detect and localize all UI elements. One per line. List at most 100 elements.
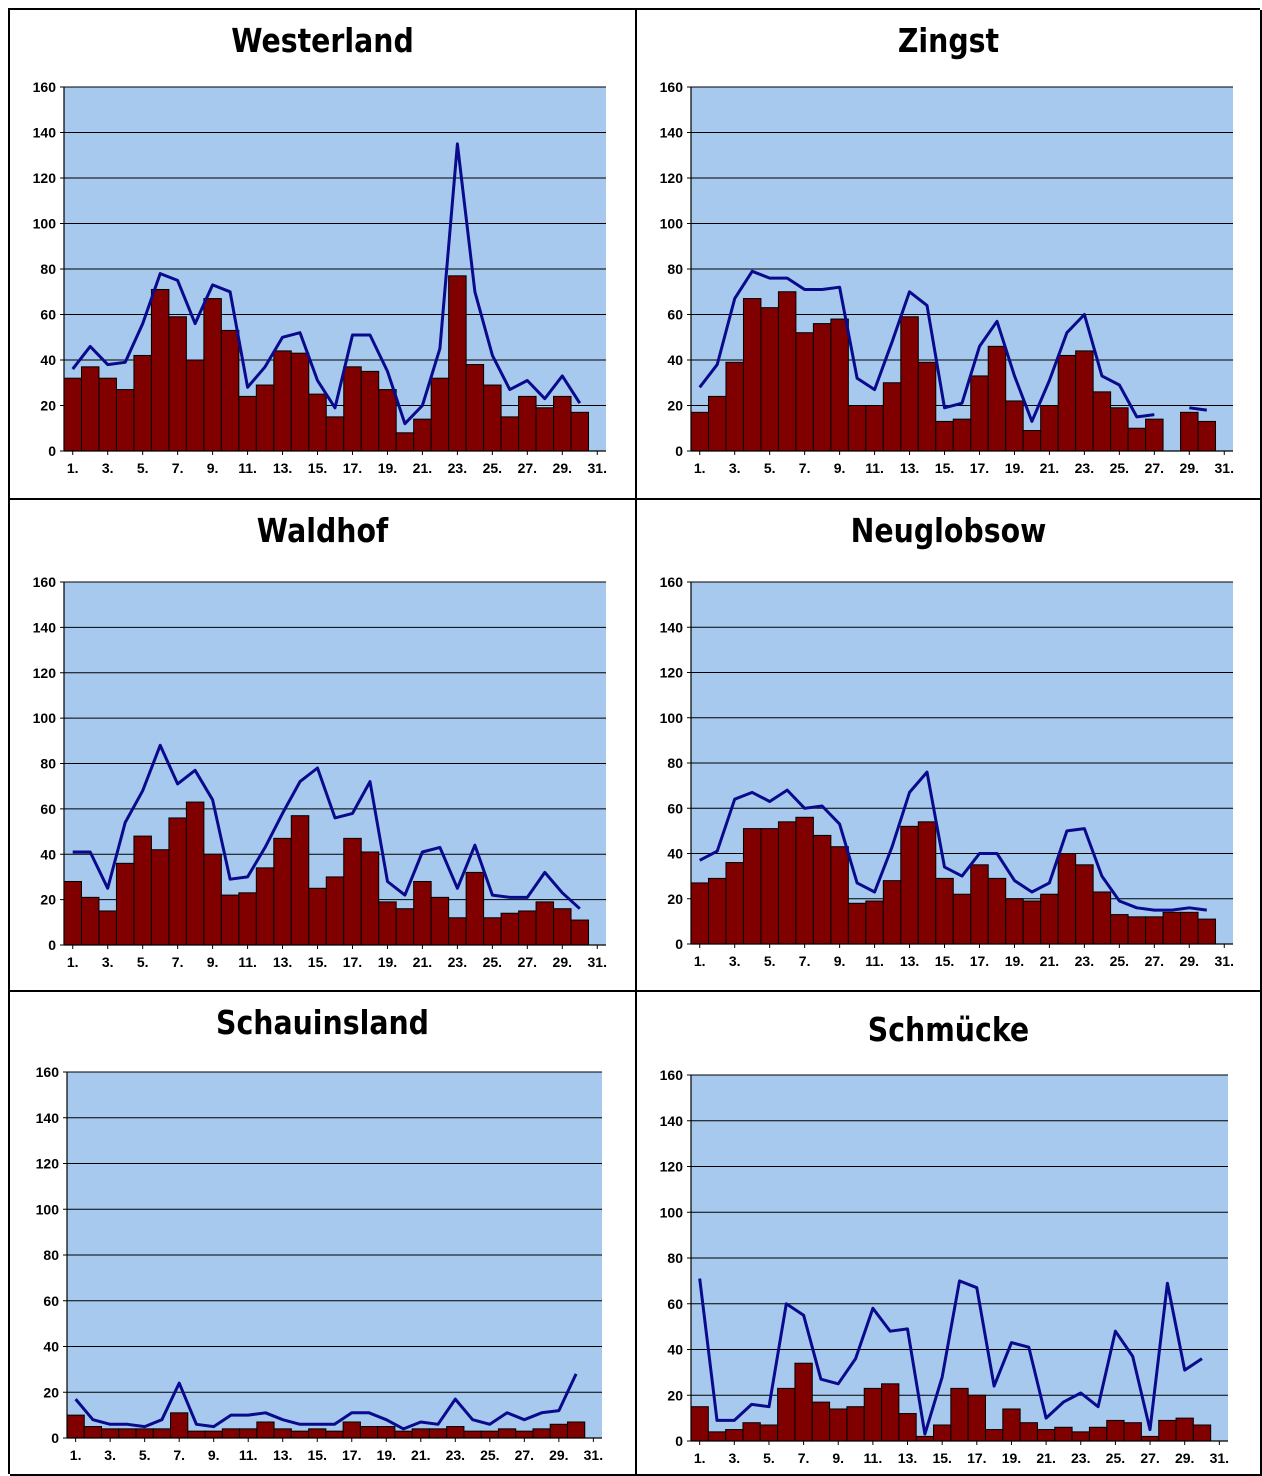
x-tick-label: 5. [137, 954, 149, 970]
bar [1005, 898, 1024, 945]
x-tick-label: 1. [67, 954, 79, 970]
x-tick-label: 31. [588, 460, 607, 476]
bar [1175, 1417, 1194, 1442]
x-tick-label: 21. [413, 460, 432, 476]
chart-title: Schmücke [868, 1011, 1029, 1050]
bar [66, 1414, 85, 1439]
bar [290, 1430, 310, 1439]
x-tick-label: 5. [764, 953, 776, 969]
bar [917, 361, 937, 452]
x-tick-label: 3. [102, 460, 114, 476]
y-tick-label: 20 [40, 398, 56, 414]
y-tick-label: 80 [667, 261, 683, 277]
x-tick-label: 27. [1140, 1450, 1159, 1466]
bar [378, 901, 397, 946]
y-tick-label: 140 [33, 619, 57, 635]
y-tick-label: 0 [675, 936, 683, 952]
y-tick-label: 160 [33, 574, 57, 590]
y-tick-label: 60 [667, 800, 683, 816]
y-tick-label: 20 [40, 892, 56, 908]
chart-title: Schauinsland [216, 1004, 429, 1043]
y-tick-label: 100 [33, 216, 57, 232]
bar [430, 896, 450, 946]
bar [150, 288, 170, 452]
x-tick-label: 7. [173, 1447, 185, 1463]
x-tick-label: 11. [865, 460, 884, 476]
x-tick-label: 1. [67, 460, 79, 476]
y-tick-label: 100 [660, 216, 684, 232]
bar [777, 291, 797, 452]
y-tick-label: 0 [48, 937, 56, 953]
bar [725, 361, 744, 452]
x-tick-label: 17. [970, 953, 989, 969]
bar [777, 821, 797, 945]
x-tick-label: 23. [446, 1447, 465, 1463]
bar [500, 416, 520, 452]
bar [395, 908, 415, 946]
x-tick-label: 27. [518, 954, 537, 970]
y-tick-label: 120 [660, 665, 684, 681]
bar [898, 1413, 917, 1442]
x-tick-label: 5. [137, 460, 149, 476]
x-tick-label: 5. [764, 460, 776, 476]
x-tick-label: 19. [377, 1447, 396, 1463]
chart-zingst: Zingst 0 20 40 60 80 100 120 140 160 1. 3. 5. 7. 9. 11.… [660, 22, 1234, 476]
y-tick-label: 0 [48, 443, 56, 459]
x-tick-label: 31. [1215, 460, 1234, 476]
x-tick-label: 15. [308, 954, 327, 970]
x-tick-label: 3. [729, 460, 741, 476]
bar [203, 298, 222, 452]
bar [360, 851, 380, 946]
x-tick-label: 19. [1005, 953, 1024, 969]
bar [220, 894, 240, 946]
bar [1127, 427, 1147, 452]
bar [342, 1421, 361, 1439]
chart-westerland: Westerland 0 20 40 60 80 100 120 140 160 1. 3. 5. 7. 9… [33, 22, 607, 476]
x-tick-label: 9. [832, 1450, 844, 1466]
bar [1197, 918, 1217, 945]
chart-schmuecke: Schmücke 0 20 40 60 80 100 120 140 160 1. 3. 5. 7. 9. 1… [660, 1011, 1229, 1466]
x-tick-label: 27. [1145, 953, 1164, 969]
series-line [74, 1373, 578, 1431]
bar [987, 877, 1007, 945]
y-tick-label: 60 [43, 1293, 59, 1309]
y-tick-label: 140 [660, 125, 684, 141]
bar [1092, 391, 1112, 452]
x-tick-label: 9. [834, 953, 846, 969]
bar [170, 1412, 189, 1439]
bar [394, 1430, 413, 1439]
x-tick-label: 7. [799, 460, 811, 476]
bar [256, 1421, 275, 1439]
bar [1197, 420, 1217, 452]
bar [395, 432, 415, 452]
bar [515, 1430, 534, 1439]
x-tick-label: 31. [1215, 953, 1234, 969]
x-tick-label: 29. [1180, 460, 1199, 476]
bar [760, 307, 779, 452]
panel-westerland: Westerland 0 20 40 60 80 100 120 140 160 1. 3. 5. 7. 9… [10, 10, 637, 500]
bar [812, 834, 832, 945]
bar [1180, 911, 1199, 945]
x-tick-label: 21. [1040, 953, 1059, 969]
y-tick-label: 120 [33, 665, 57, 681]
y-tick-label: 160 [660, 574, 684, 590]
y-tick-label: 20 [667, 1387, 683, 1403]
chart-waldhof: Waldhof 0 20 40 60 80 100 120 140 160 1. 3. 5. 7. 9. 11… [33, 512, 607, 970]
bar [725, 862, 744, 945]
bar [377, 1426, 396, 1439]
x-tick-label: 13. [273, 1447, 292, 1463]
bar [135, 1428, 154, 1439]
x-tick-label: 25. [483, 460, 502, 476]
x-tick-label: 13. [273, 954, 292, 970]
x-tick-label: 21. [411, 1447, 430, 1463]
bar [829, 1408, 848, 1442]
bar [742, 298, 762, 452]
bar [566, 1421, 586, 1439]
x-tick-label: 7. [172, 954, 184, 970]
bar [168, 316, 187, 452]
bar [1002, 1408, 1021, 1442]
bar [133, 354, 152, 452]
x-tick-label: 25. [483, 954, 502, 970]
bar [830, 846, 849, 945]
x-tick-label: 25. [1106, 1450, 1125, 1466]
